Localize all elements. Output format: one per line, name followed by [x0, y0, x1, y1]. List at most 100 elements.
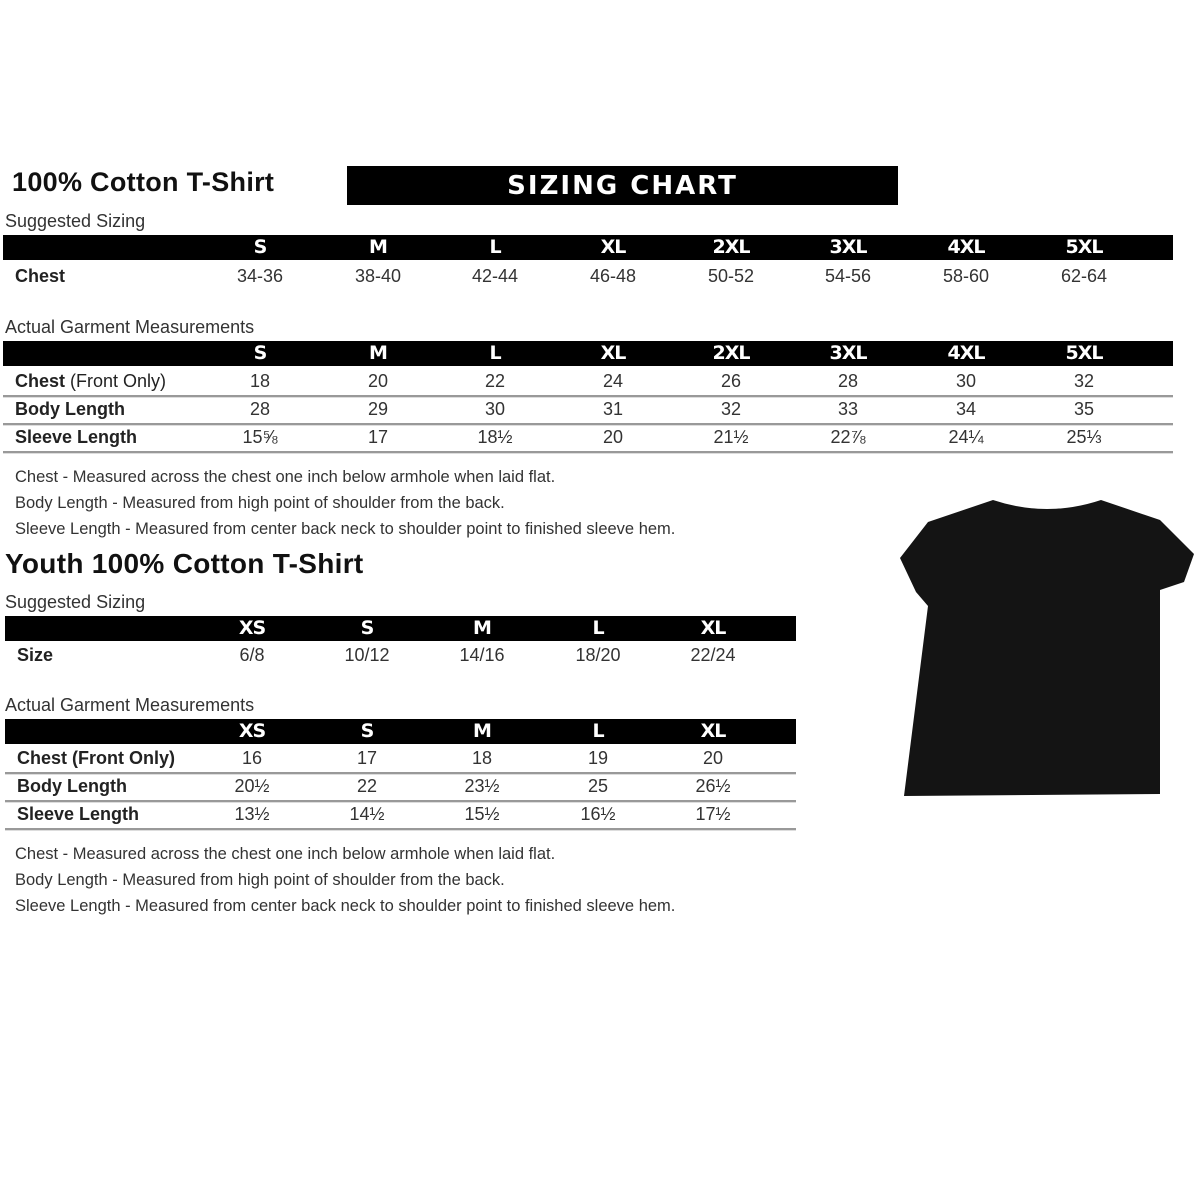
size-header: XS [238, 720, 266, 742]
cell-value: 35 [1073, 399, 1095, 419]
cell-value: 23½ [464, 776, 500, 796]
row-label: Size [17, 645, 54, 665]
cell-value: 28 [837, 371, 859, 391]
row-label-text: Body Length [15, 399, 125, 419]
cell-value: 16 [241, 748, 263, 768]
size-header: L [489, 236, 501, 258]
cell-value: 18/20 [575, 645, 621, 665]
cell-value: 18 [471, 748, 493, 768]
size-header: XL [600, 236, 627, 258]
youth-note-chest: Chest - Measured across the chest one in… [15, 845, 556, 863]
row-divider [5, 828, 796, 831]
cell-value: 32 [1073, 371, 1095, 391]
row-label: Sleeve Length [15, 427, 137, 448]
cell-value: 22 [484, 371, 506, 391]
cell-value: 18½ [477, 427, 513, 447]
row-divider [5, 800, 796, 803]
youth-note-sleeve: Sleeve Length - Measured from center bac… [15, 897, 676, 915]
row-label-text: Chest [15, 371, 66, 391]
cell-value: 20½ [234, 776, 270, 796]
adult-title: 100% Cotton T-Shirt [12, 167, 275, 197]
row-label: Chest [15, 266, 66, 286]
cell-value: 22⅞ [830, 427, 866, 447]
cell-value: 25⅓ [1066, 427, 1102, 447]
size-header: XS [238, 617, 266, 639]
size-header: 2XL [712, 342, 751, 364]
adult-note-sleeve: Sleeve Length - Measured from center bac… [15, 520, 676, 538]
row-divider [3, 423, 1173, 426]
size-header: L [592, 617, 604, 639]
cell-value: 31 [602, 399, 624, 419]
cell-value: 6/8 [239, 645, 265, 665]
cell-value: 50-52 [707, 266, 755, 286]
adult-actual-header: S M L XL 2XL 3XL 4XL 5XL [3, 341, 1173, 366]
size-header: M [473, 720, 492, 742]
size-header: L [592, 720, 604, 742]
youth-suggested-label: Suggested Sizing [5, 592, 146, 612]
cell-value: 22/24 [690, 645, 736, 665]
row-divider [3, 395, 1173, 398]
cell-value: 15½ [464, 804, 500, 824]
cell-value: 10/12 [344, 645, 390, 665]
youth-note-body: Body Length - Measured from high point o… [15, 871, 505, 889]
cell-value: 21½ [713, 427, 749, 447]
cell-value: 14/16 [459, 645, 505, 665]
size-header: S [360, 720, 375, 742]
youth-actual-label: Actual Garment Measurements [5, 695, 255, 715]
cell-value: 19 [587, 748, 609, 768]
youth-actual-header: XS S M L XL [5, 719, 796, 744]
cell-value: 42-44 [471, 266, 519, 286]
cell-value: 54-56 [824, 266, 872, 286]
row-label: Body Length [15, 399, 125, 420]
size-header: 5XL [1065, 342, 1104, 364]
size-header: 4XL [947, 236, 986, 258]
size-header: 4XL [947, 342, 986, 364]
cell-value: 32 [720, 399, 742, 419]
measurement-row: Chest (Front Only) 16 17 18 19 20 [5, 745, 796, 773]
cell-value: 20 [702, 748, 724, 768]
size-header: S [253, 342, 268, 364]
cell-value: 62-64 [1060, 266, 1108, 286]
size-header: M [369, 236, 388, 258]
row-label: Sleeve Length [17, 804, 139, 825]
cell-value: 24¼ [948, 427, 984, 447]
cell-value: 46-48 [589, 266, 637, 286]
cell-value: 13½ [234, 804, 270, 824]
adult-chest-row: Chest 34-36 38-40 42-44 46-48 50-52 54-56 58-6… [3, 263, 1173, 291]
row-label: Chest (Front Only) [17, 748, 175, 769]
adult-note-body: Body Length - Measured from high point o… [15, 494, 505, 512]
cell-value: 30 [484, 399, 506, 419]
cell-value: 34-36 [236, 266, 284, 286]
cell-value: 28 [249, 399, 271, 419]
sizing-chart-banner: SIZING CHART [347, 166, 898, 205]
measurement-row: Sleeve Length 13½ 14½ 15½ 16½ 17½ [5, 801, 796, 829]
row-label-text: Chest (Front Only) [17, 748, 175, 768]
cell-value: 16½ [580, 804, 616, 824]
youth-suggested-header: XS S M L XL [5, 616, 796, 641]
cell-value: 14½ [349, 804, 385, 824]
cell-value: 24 [602, 371, 624, 391]
tshirt-image [900, 500, 1194, 796]
cell-value: 26 [720, 371, 742, 391]
cell-value: 25 [587, 776, 609, 796]
size-header: L [489, 342, 501, 364]
size-header: XL [700, 720, 727, 742]
cell-value: 33 [837, 399, 859, 419]
row-label-suffix: (Front Only) [70, 371, 167, 391]
cell-value: 30 [955, 371, 977, 391]
size-header: S [253, 236, 268, 258]
cell-value: 38-40 [354, 266, 402, 286]
adult-note-chest: Chest - Measured across the chest one in… [15, 468, 556, 486]
cell-value: 17 [367, 427, 389, 447]
size-header: 3XL [829, 236, 868, 258]
youth-size-row: Size 6/8 10/12 14/16 18/20 22/24 [5, 642, 796, 670]
youth-title: Youth 100% Cotton T-Shirt [5, 548, 364, 579]
cell-value: 22 [356, 776, 378, 796]
row-divider [5, 772, 796, 775]
measurement-row: Chest (Front Only) 18 20 22 24 26 28 30 32 [3, 368, 1173, 396]
size-header: S [360, 617, 375, 639]
cell-value: 15⅝ [242, 427, 278, 447]
size-header: XL [700, 617, 727, 639]
cell-value: 17 [356, 748, 378, 768]
cell-value: 17½ [695, 804, 731, 824]
